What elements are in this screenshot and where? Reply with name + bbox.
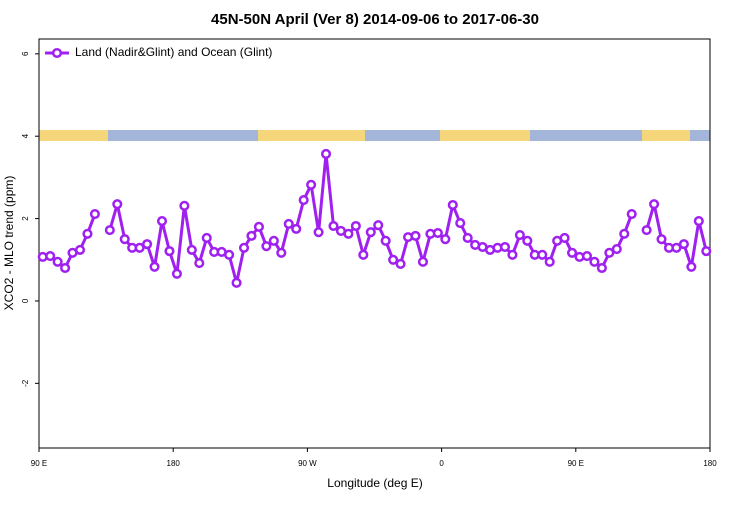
data-point xyxy=(410,230,421,241)
data-point xyxy=(119,234,130,245)
data-point xyxy=(179,200,190,211)
x-tick-label: 90 E xyxy=(31,459,47,468)
chart-title: 45N-50N April (Ver 8) 2014-09-06 to 2017… xyxy=(211,11,539,28)
data-point xyxy=(45,251,56,262)
data-point xyxy=(537,249,548,260)
data-point xyxy=(649,199,660,210)
data-point xyxy=(365,227,376,238)
data-point xyxy=(388,254,399,265)
data-point xyxy=(298,194,309,206)
y-tick-label: 0 xyxy=(21,298,30,303)
data-point xyxy=(596,262,607,274)
data-point xyxy=(559,232,570,243)
data-point xyxy=(626,209,637,220)
data-point xyxy=(142,239,153,250)
x-tick-label: 90 W xyxy=(298,459,317,468)
data-point xyxy=(507,249,518,260)
data-point xyxy=(440,234,451,245)
x-tick-label: 0 xyxy=(439,459,444,468)
data-point xyxy=(246,230,257,241)
data-point xyxy=(231,277,242,288)
data-point xyxy=(641,225,652,236)
data-point xyxy=(671,242,682,253)
data-point xyxy=(693,216,704,227)
data-point xyxy=(350,220,361,232)
data-point xyxy=(589,256,600,267)
data-point xyxy=(678,239,689,250)
data-point xyxy=(306,179,317,190)
data-point xyxy=(686,261,697,272)
data-point xyxy=(343,228,354,239)
y-tick-label: 6 xyxy=(21,51,30,56)
data-point xyxy=(313,227,324,238)
data-point xyxy=(656,234,667,245)
data-point xyxy=(253,221,264,232)
y-tick-label: 2 xyxy=(21,216,30,221)
data-point xyxy=(194,258,205,269)
data-point xyxy=(149,261,160,272)
data-point xyxy=(358,249,369,260)
data-point xyxy=(261,241,272,252)
y-axis-label: XCO2 - MLO trend (ppm) xyxy=(2,176,16,311)
x-axis-label: Longitude (deg E) xyxy=(327,476,422,490)
data-point xyxy=(604,247,615,258)
data-point xyxy=(134,242,145,253)
data-point xyxy=(224,249,235,260)
data-point xyxy=(276,247,287,258)
data-point xyxy=(164,246,175,257)
data-point xyxy=(522,235,533,246)
data-point xyxy=(283,218,294,229)
data-point xyxy=(380,235,391,246)
data-point xyxy=(112,199,123,210)
data-point xyxy=(395,258,406,269)
data-point xyxy=(701,246,712,257)
data-point xyxy=(82,228,93,239)
data-point xyxy=(619,228,630,239)
data-point xyxy=(291,223,302,234)
data-point xyxy=(268,235,279,246)
data-point xyxy=(544,256,555,267)
data-point xyxy=(156,216,168,227)
data-point xyxy=(74,244,86,255)
ocean-band xyxy=(530,130,642,141)
data-point xyxy=(171,268,182,279)
data-point xyxy=(499,241,511,253)
data-point xyxy=(432,227,443,239)
data-point xyxy=(60,262,71,274)
ocean-band xyxy=(365,130,440,141)
x-tick-label: 180 xyxy=(167,459,181,468)
data-point xyxy=(201,232,212,243)
data-point xyxy=(455,218,466,229)
data-point xyxy=(89,209,100,220)
x-tick-label: 180 xyxy=(703,459,717,468)
data-point xyxy=(52,256,63,267)
y-tick-label: -2 xyxy=(21,379,30,387)
ocean-band xyxy=(108,130,258,141)
data-point xyxy=(567,247,578,258)
y-tick-label: 4 xyxy=(21,133,30,138)
ocean-band xyxy=(690,130,710,141)
data-point xyxy=(104,225,115,236)
legend-marker xyxy=(51,47,63,59)
data-point xyxy=(581,251,593,262)
data-point xyxy=(462,232,473,243)
legend: Land (Nadir&Glint) and Ocean (Glint) xyxy=(45,45,272,59)
data-point xyxy=(328,220,339,232)
data-point xyxy=(611,244,622,255)
legend-label: Land (Nadir&Glint) and Ocean (Glint) xyxy=(75,45,272,59)
data-point xyxy=(373,220,384,231)
data-point xyxy=(186,244,197,255)
map-strip xyxy=(39,130,710,141)
data-point xyxy=(238,242,250,253)
data-point xyxy=(514,230,525,241)
plot-frame xyxy=(38,38,711,449)
data-point xyxy=(417,256,429,267)
x-tick-label: 90 E xyxy=(568,459,584,468)
data-point xyxy=(447,199,458,211)
data-point xyxy=(320,148,332,159)
